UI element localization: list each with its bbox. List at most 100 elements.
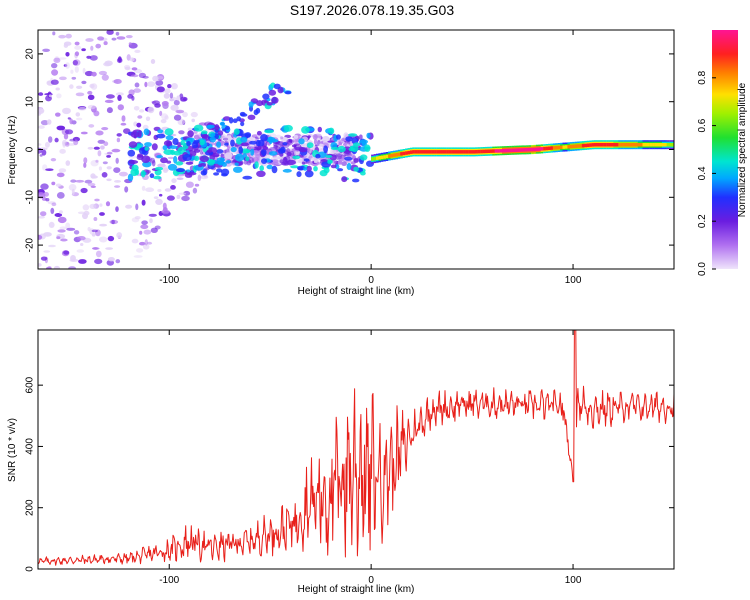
noise-blob <box>301 161 306 165</box>
noise-blob <box>95 43 101 49</box>
signal-blob <box>207 159 215 166</box>
ridge-cell <box>409 150 413 154</box>
noise-blob <box>111 148 121 153</box>
ridge-cell <box>531 147 534 152</box>
signal-blob <box>209 136 216 143</box>
noise-blob <box>47 266 52 269</box>
signal-blob <box>346 162 352 171</box>
noise-blob <box>280 136 284 140</box>
noise-blob <box>223 135 232 142</box>
ridge-cell <box>540 147 544 151</box>
colorbar-tick-label: 0.8 <box>697 70 708 84</box>
noise-blob <box>85 38 94 42</box>
noise-blob <box>131 217 140 223</box>
snr-y-label: SNR (10 * v/v) <box>7 418 18 482</box>
ridge-cell <box>632 143 636 147</box>
ridge-cell <box>424 150 427 154</box>
signal-blob <box>128 160 139 164</box>
noise-blob <box>114 180 121 183</box>
signal-blob <box>143 128 150 136</box>
signal-blob <box>331 146 339 151</box>
signal-blob <box>162 145 168 151</box>
signal-blob <box>238 146 243 155</box>
noise-blob <box>40 211 47 217</box>
ridge-cell <box>601 143 604 147</box>
ridge-cell <box>644 143 648 147</box>
noise-blob <box>293 134 299 139</box>
snr-panel: -100 0 100 0 200 400 600 Height of straight l… <box>7 329 675 595</box>
noise-blob <box>56 125 66 131</box>
noise-blob <box>51 202 57 207</box>
ridge-cell <box>543 146 546 151</box>
ridge-cell <box>383 155 386 159</box>
signal-blob <box>127 173 134 182</box>
noise-blob <box>294 151 298 156</box>
noise-blob <box>161 113 168 120</box>
ridge-cell <box>647 143 650 147</box>
noise-blob <box>91 229 99 233</box>
ridge-cell <box>589 143 592 147</box>
noise-blob <box>167 84 172 89</box>
noise-blob <box>58 168 67 173</box>
noise-blob <box>133 88 141 93</box>
noise-blob <box>91 175 98 179</box>
signal-blob <box>303 167 308 171</box>
noise-blob <box>200 175 209 180</box>
signal-blob <box>217 130 224 136</box>
noise-blob <box>80 131 88 135</box>
noise-blob <box>58 210 63 214</box>
signal-blob <box>261 148 267 157</box>
ridge-cell <box>441 150 444 154</box>
noise-blob <box>53 57 61 63</box>
signal-blob <box>201 134 209 139</box>
noise-blob <box>75 179 85 183</box>
signal-blob <box>169 145 178 149</box>
signal-blob <box>173 155 178 164</box>
ridge-cell <box>388 154 391 158</box>
signal-blob <box>175 168 185 173</box>
noise-blob <box>257 160 262 165</box>
ridge-cell <box>528 147 532 152</box>
signal-blob <box>234 162 239 166</box>
ridge-cell <box>594 143 597 147</box>
ridge-cell <box>640 143 643 147</box>
noise-blob <box>313 138 318 145</box>
noise-blob <box>87 90 93 95</box>
signal-blob <box>301 126 310 134</box>
signal-blob <box>306 142 314 149</box>
noise-blob <box>105 247 113 250</box>
noise-blob <box>87 94 95 101</box>
ridge-cell <box>477 149 481 154</box>
signal-blob <box>141 155 151 163</box>
noise-blob <box>95 159 99 163</box>
signal-blob <box>268 151 278 156</box>
ridge-cell <box>494 149 498 153</box>
noise-blob <box>152 75 159 82</box>
noise-blob <box>105 201 111 207</box>
noise-blob <box>69 118 73 125</box>
signal-blob <box>163 140 173 147</box>
noise-blob <box>46 119 52 125</box>
signal-blob <box>266 102 273 106</box>
signal-blob <box>273 83 281 90</box>
noise-blob <box>149 218 153 224</box>
noise-blob <box>224 152 233 159</box>
noise-blob <box>83 157 88 164</box>
noise-blob <box>54 213 63 217</box>
noise-blob <box>63 64 68 67</box>
signal-blob <box>194 155 200 161</box>
noise-blob <box>161 101 169 106</box>
noise-blob <box>83 162 87 168</box>
ridge-cell <box>458 150 461 154</box>
ridge-cell <box>429 150 432 154</box>
signal-blob <box>341 176 348 183</box>
noise-blob <box>72 59 81 66</box>
noise-blob <box>89 55 98 61</box>
colorbar-gradient <box>712 30 738 269</box>
noise-blob <box>199 150 204 155</box>
noise-blob <box>59 148 66 154</box>
noise-blob <box>60 238 68 242</box>
signal-blob <box>244 132 252 138</box>
ridge-cell <box>666 143 670 147</box>
noise-blob <box>178 192 187 195</box>
